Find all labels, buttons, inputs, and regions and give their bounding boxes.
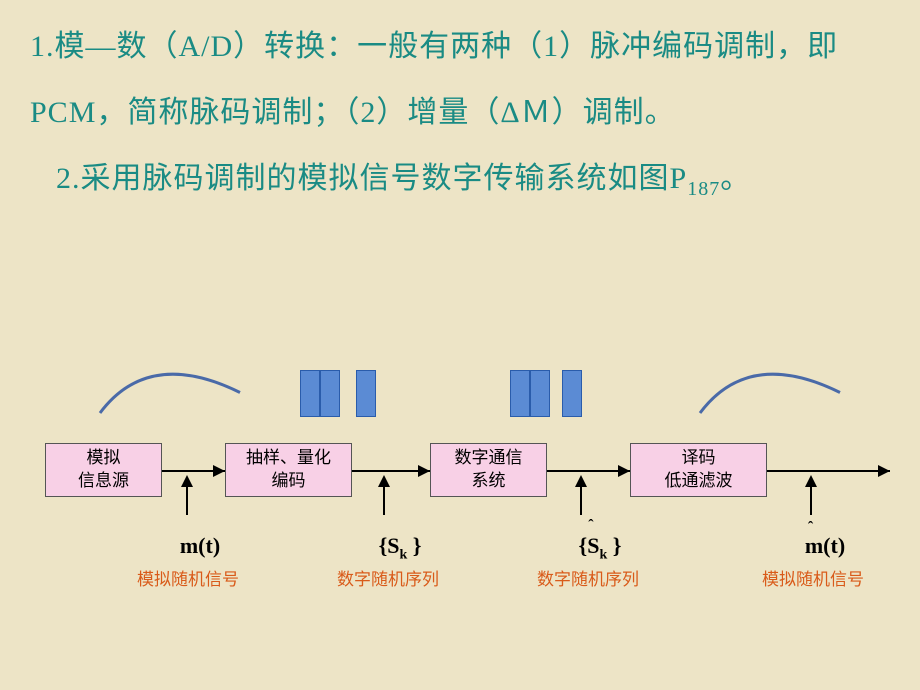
flowchart-diagram: 模拟信息源抽样、量化编码数字通信系统译码低通滤波m(t)模拟随机信号{Sk }数… bbox=[0, 355, 920, 615]
arrowhead-up-icon bbox=[181, 475, 193, 487]
pulse-bar bbox=[300, 370, 320, 417]
arrowhead-icon bbox=[213, 465, 225, 477]
analog-curve bbox=[700, 365, 840, 415]
para2-pre: 2.采用脉码调制的模拟信号数字传输系统如图P bbox=[30, 162, 687, 195]
signal-desc-1: 数字随机序列 bbox=[337, 565, 439, 590]
signal-desc-3: 模拟随机信号 bbox=[762, 565, 864, 590]
arrowhead-icon bbox=[418, 465, 430, 477]
signal-symbol-1: {Sk } bbox=[355, 533, 445, 563]
para1: 1.模—数（A/D）转换：一般有两种（1）脉冲编码调制，即PCM，简称脉码调制；… bbox=[30, 30, 838, 129]
signal-vline bbox=[186, 483, 188, 515]
flow-box-1: 抽样、量化编码 bbox=[225, 443, 352, 497]
pulse-bar bbox=[356, 370, 376, 417]
signal-vline bbox=[580, 483, 582, 515]
pulse-bar bbox=[530, 370, 550, 417]
flow-box-3: 译码低通滤波 bbox=[630, 443, 767, 497]
signal-symbol-0: m(t) bbox=[155, 533, 245, 559]
signal-symbol-3: mˆ(t) bbox=[780, 533, 870, 559]
arrowhead-up-icon bbox=[378, 475, 390, 487]
signal-vline bbox=[810, 483, 812, 515]
pulse-bar bbox=[510, 370, 530, 417]
pulse-bar bbox=[320, 370, 340, 417]
signal-symbol-2: {Sˆk } bbox=[555, 533, 645, 563]
arrowhead-icon bbox=[618, 465, 630, 477]
pulse-bar bbox=[562, 370, 582, 417]
para2-sub: 187 bbox=[687, 178, 720, 200]
paragraph-text: 1.模—数（A/D）转换：一般有两种（1）脉冲编码调制，即PCM，简称脉码调制；… bbox=[0, 0, 920, 212]
signal-vline bbox=[383, 483, 385, 515]
flow-box-0: 模拟信息源 bbox=[45, 443, 162, 497]
signal-desc-0: 模拟随机信号 bbox=[137, 565, 239, 590]
flow-box-2: 数字通信系统 bbox=[430, 443, 547, 497]
arrowhead-up-icon bbox=[575, 475, 587, 487]
connector-line bbox=[765, 470, 890, 472]
analog-curve bbox=[100, 365, 240, 415]
para2-post: 。 bbox=[720, 162, 751, 195]
arrowhead-icon bbox=[878, 465, 890, 477]
signal-desc-2: 数字随机序列 bbox=[537, 565, 639, 590]
arrowhead-up-icon bbox=[805, 475, 817, 487]
